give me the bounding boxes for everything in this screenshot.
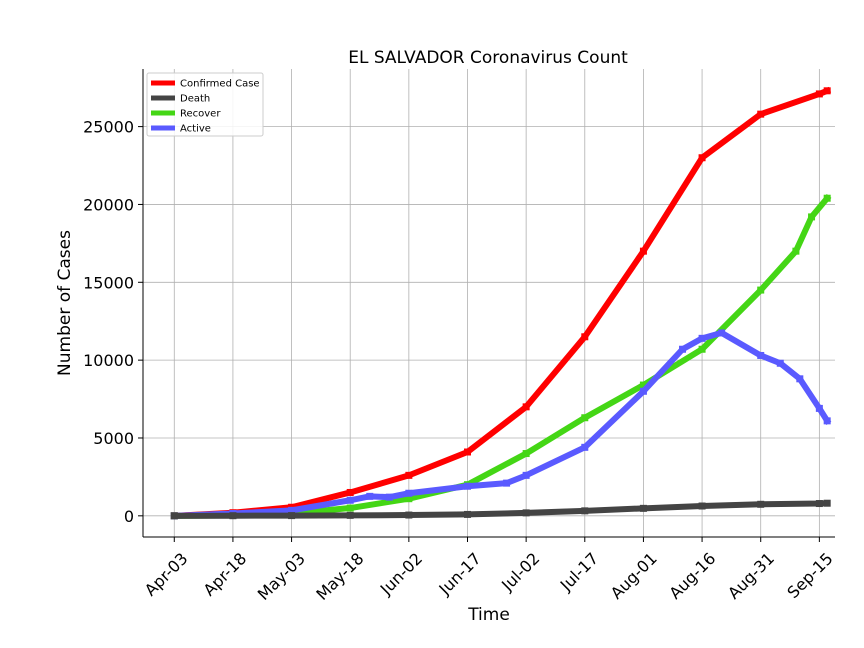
series-layer <box>170 86 832 520</box>
data-point-death <box>405 511 413 519</box>
legend-label-active: Active <box>180 124 211 135</box>
data-point-confirmed-case <box>823 87 831 95</box>
data-point-recover <box>698 345 706 353</box>
data-point-recover <box>823 194 831 202</box>
data-point-active <box>776 359 784 367</box>
chart-title: EL SALVADOR Coronavirus Count <box>348 48 628 68</box>
x-tick-label: Apr-18 <box>199 549 250 600</box>
data-point-death <box>639 504 647 512</box>
series-line-recover <box>171 193 832 519</box>
y-axis-ticks: 0 5000 10000 15000 20000 25000 <box>83 118 143 526</box>
x-tick-label: Sep-15 <box>783 549 836 602</box>
data-point-active <box>366 492 374 500</box>
data-point-active <box>405 489 413 497</box>
data-point-confirmed-case <box>463 448 471 456</box>
data-point-active <box>463 482 471 490</box>
x-axis-ticks: Apr-03 Apr-18 May-03 May-18 Jun-02 Jun-17 Jul-… <box>141 537 837 604</box>
data-point-active <box>385 493 393 501</box>
data-point-recover <box>792 247 800 255</box>
y-tick-label: 15000 <box>83 273 134 292</box>
data-point-active <box>718 329 726 337</box>
data-point-active <box>679 345 687 353</box>
data-point-confirmed-case <box>522 403 530 411</box>
data-point-active <box>346 496 354 504</box>
y-axis-label: Number of Cases <box>55 230 75 376</box>
x-tick-label: Aug-31 <box>724 549 778 603</box>
data-point-death <box>698 502 706 510</box>
data-point-active <box>698 334 706 342</box>
data-point-confirmed-case <box>405 471 413 479</box>
x-tick-label: Aug-01 <box>607 549 661 603</box>
x-tick-label: Aug-16 <box>665 549 719 603</box>
data-point-death <box>581 507 589 515</box>
data-point-recover <box>639 381 647 389</box>
data-point-death <box>522 509 530 517</box>
data-point-active <box>796 375 804 383</box>
data-point-active <box>823 417 831 425</box>
x-tick-label: Jun-02 <box>376 549 426 599</box>
data-point-active <box>522 471 530 479</box>
x-tick-label: Jul-02 <box>497 549 543 595</box>
data-point-confirmed-case <box>698 154 706 162</box>
data-point-death <box>229 512 237 520</box>
legend-label-death: Death <box>180 94 210 105</box>
data-point-active <box>503 479 511 487</box>
data-point-death <box>170 512 178 520</box>
data-point-death <box>346 511 354 519</box>
y-tick-label: 5000 <box>93 429 134 448</box>
x-tick-label: May-18 <box>312 549 367 604</box>
data-point-confirmed-case <box>581 333 589 341</box>
data-point-recover <box>808 213 816 221</box>
series-line-confirmed-case <box>171 86 832 519</box>
data-point-recover <box>757 286 765 294</box>
data-point-recover <box>522 450 530 458</box>
data-point-death <box>823 499 831 507</box>
data-point-confirmed-case <box>639 247 647 255</box>
y-tick-label: 10000 <box>83 351 134 370</box>
x-tick-label: Jun-17 <box>435 549 485 599</box>
data-point-confirmed-case <box>346 488 354 496</box>
data-point-death <box>757 500 765 508</box>
data-point-recover <box>346 504 354 512</box>
y-tick-label: 20000 <box>83 195 134 214</box>
x-tick-label: Jul-17 <box>556 549 602 595</box>
legend-label-recover: Recover <box>180 109 221 120</box>
legend-box <box>146 72 264 137</box>
data-point-recover <box>405 495 413 503</box>
legend-label-confirmed-case: Confirmed Case <box>180 79 260 90</box>
data-point-active <box>288 506 296 514</box>
data-point-death <box>288 512 296 520</box>
data-point-active <box>757 351 765 359</box>
data-point-active <box>581 443 589 451</box>
x-tick-label: Apr-03 <box>141 549 192 600</box>
data-point-death <box>815 500 823 508</box>
data-point-recover <box>581 414 589 422</box>
y-tick-label: 25000 <box>83 118 134 137</box>
data-point-active <box>639 387 647 395</box>
x-axis-label: Time <box>467 605 510 625</box>
data-point-confirmed-case <box>757 110 765 118</box>
data-point-death <box>463 510 471 518</box>
data-point-confirmed-case <box>815 90 823 98</box>
data-point-active <box>815 404 823 412</box>
axes-spines <box>142 69 835 538</box>
y-tick-label: 0 <box>124 507 134 526</box>
legend: Confirmed Case Death Recover Active <box>146 72 264 137</box>
x-tick-label: May-03 <box>254 549 309 604</box>
